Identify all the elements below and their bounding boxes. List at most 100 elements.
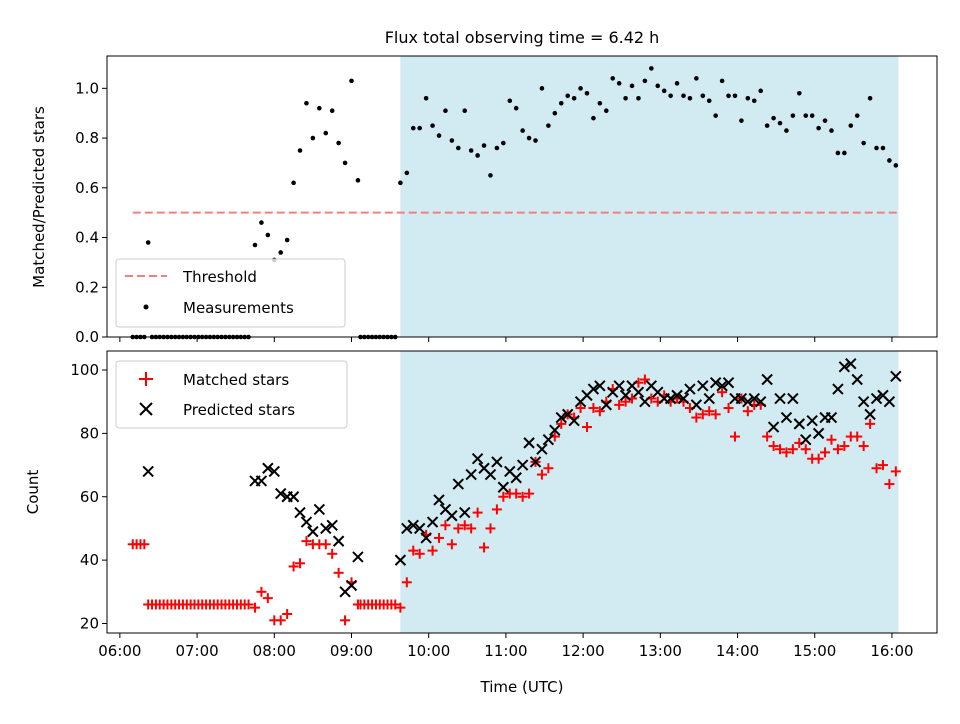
measurement-point bbox=[449, 138, 455, 143]
predicted-star-point bbox=[471, 453, 484, 465]
matched-star-point bbox=[639, 374, 650, 385]
measurement-point bbox=[584, 91, 590, 96]
matched-star-point bbox=[446, 539, 457, 550]
measurement-point bbox=[436, 133, 442, 138]
predicted-star-point bbox=[600, 399, 612, 411]
measurement-point bbox=[297, 148, 303, 153]
measurement-point bbox=[835, 150, 841, 156]
matched-star-point bbox=[787, 444, 798, 455]
x-tick-label: 15:00 bbox=[793, 642, 836, 660]
x-tick-label: 16:00 bbox=[870, 642, 913, 660]
matched-star-point bbox=[620, 396, 631, 407]
matched-star-point bbox=[820, 447, 831, 458]
matched-star-point bbox=[536, 469, 547, 480]
predicted-star-point bbox=[709, 376, 722, 389]
matched-star-point bbox=[697, 409, 708, 420]
measurement-point bbox=[481, 143, 487, 148]
x-tick-label: 12:00 bbox=[562, 642, 605, 660]
predicted-star-point bbox=[793, 418, 806, 430]
measurement-point bbox=[597, 100, 603, 106]
measurement-point bbox=[603, 108, 609, 114]
measurement-point bbox=[610, 76, 616, 81]
predicted-star-point bbox=[845, 357, 857, 370]
measurement-point bbox=[304, 100, 309, 106]
x-axis-label: Time (UTC) bbox=[480, 678, 564, 696]
measurement-point bbox=[809, 113, 815, 118]
matched-star-point bbox=[440, 520, 451, 531]
matched-star-point bbox=[466, 523, 477, 534]
measurement-point bbox=[816, 125, 821, 131]
measurement-point bbox=[462, 108, 468, 114]
measurement-point bbox=[430, 123, 435, 128]
predicted-star-point bbox=[313, 503, 326, 516]
measurement-point bbox=[629, 83, 635, 89]
measurement-point bbox=[284, 237, 290, 243]
predicted-star-point bbox=[549, 424, 561, 436]
measurement-point bbox=[842, 150, 847, 156]
measurement-point bbox=[475, 153, 480, 158]
measurement-point bbox=[558, 100, 564, 106]
predicted-star-point bbox=[632, 386, 645, 398]
predicted-star-point bbox=[883, 395, 896, 408]
measurement-point bbox=[732, 93, 738, 99]
matched-star-point bbox=[485, 523, 496, 534]
predicted-star-point bbox=[722, 376, 735, 389]
matched-star-point bbox=[781, 447, 792, 458]
predicted-star-point bbox=[300, 516, 313, 528]
y-tick-label: 0.0 bbox=[75, 328, 99, 346]
matched-star-point bbox=[614, 399, 625, 410]
matched-star-point bbox=[517, 491, 528, 502]
predicted-stars-legend-swatch bbox=[139, 402, 153, 416]
predicted-star-point bbox=[516, 459, 529, 471]
matched-star-point bbox=[434, 532, 444, 543]
measurement-point bbox=[861, 140, 866, 146]
measurement-point bbox=[764, 123, 770, 128]
y-tick-label: 0.2 bbox=[75, 278, 99, 296]
y-tick-label: 80 bbox=[80, 424, 99, 442]
predicted-star-point bbox=[587, 383, 600, 395]
predicted-star-point bbox=[433, 494, 445, 506]
matched-star-point bbox=[408, 545, 419, 556]
matched-star-point bbox=[588, 403, 599, 414]
measurement-point bbox=[265, 232, 271, 238]
predicted-star-point bbox=[497, 481, 510, 493]
predicted-star-point bbox=[690, 399, 703, 411]
bottom-x-axis: 06:00 07:00 08:00 09:00 10:00 11:00 12:00 13:00… bbox=[98, 633, 914, 660]
matched-star-point bbox=[275, 615, 286, 626]
predicted-star-point bbox=[864, 408, 876, 421]
matched-star-point bbox=[884, 479, 895, 490]
predicted-star-point bbox=[542, 434, 555, 446]
top-legend-frame bbox=[115, 258, 346, 328]
predicted-star-point bbox=[523, 437, 535, 449]
predicted-star-point bbox=[394, 554, 407, 566]
matched-star-point bbox=[333, 567, 344, 578]
predicted-star-point bbox=[446, 510, 458, 522]
top-x-axis bbox=[119, 337, 893, 342]
predicted-star-point bbox=[536, 443, 548, 455]
bottom-y-axis: 20 40 60 80 100 bbox=[70, 361, 107, 632]
predicted-star-point bbox=[832, 383, 844, 395]
measurement-point bbox=[278, 250, 284, 255]
predicted-star-point bbox=[838, 361, 851, 373]
matched-star-point bbox=[472, 507, 483, 518]
matched-star-point bbox=[877, 460, 888, 471]
matched-star-point bbox=[839, 441, 850, 452]
matched-star-point bbox=[800, 444, 811, 455]
measurement-point bbox=[539, 86, 545, 91]
measurement-point bbox=[329, 108, 335, 114]
measurement-point bbox=[526, 135, 532, 141]
y-tick-label: 60 bbox=[80, 488, 99, 506]
predicted-star-point bbox=[352, 551, 364, 563]
predicted-star-point bbox=[890, 370, 902, 383]
matched-star-point bbox=[594, 406, 605, 417]
predicted-star-point bbox=[594, 380, 606, 392]
matched-star-point bbox=[479, 542, 490, 553]
measurement-point bbox=[777, 120, 783, 126]
matched-star-point bbox=[243, 599, 254, 610]
y-tick-label: 40 bbox=[80, 551, 99, 569]
predicted-star-point bbox=[697, 380, 709, 392]
measurement-point bbox=[565, 93, 570, 99]
legend-matched-label: Matched stars bbox=[183, 371, 289, 389]
matched-star-point bbox=[301, 536, 312, 547]
